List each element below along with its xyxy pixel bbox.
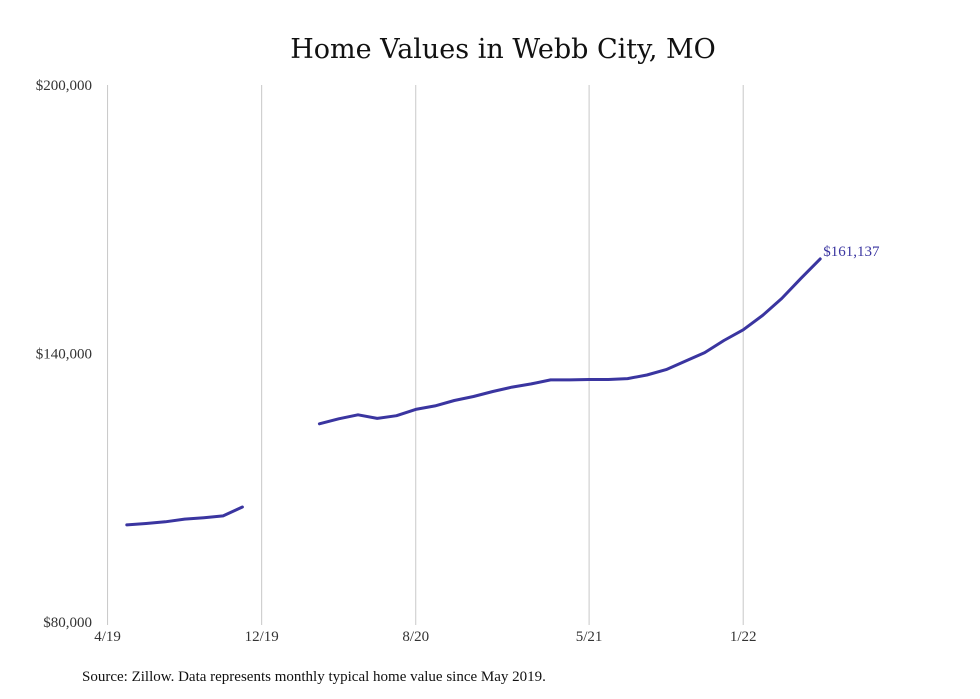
series-line-segment-1	[317, 257, 822, 426]
x-tick-label: 5/21	[576, 629, 603, 645]
y-tick-label: $200,000	[36, 78, 92, 94]
y-tick-label: $140,000	[36, 347, 92, 363]
chart-title: Home Values in Webb City, MO	[290, 34, 716, 65]
y-axis-ticks: $80,000 $140,000 $200,000	[36, 78, 92, 631]
source-note: Source: Zillow. Data represents monthly …	[82, 669, 546, 685]
gridlines	[107, 85, 744, 625]
x-tick-label: 12/19	[245, 629, 279, 645]
x-tick-label: 1/22	[730, 629, 757, 645]
x-tick-label: 8/20	[402, 629, 429, 645]
end-value-label: $161,137	[823, 244, 880, 260]
series-line-segment-0	[125, 505, 244, 527]
x-tick-label: 4/19	[94, 629, 121, 645]
series-lines	[125, 257, 822, 527]
x-axis-ticks: 4/19 12/19 8/20 5/21 1/22	[94, 629, 756, 645]
y-tick-label: $80,000	[43, 615, 92, 631]
